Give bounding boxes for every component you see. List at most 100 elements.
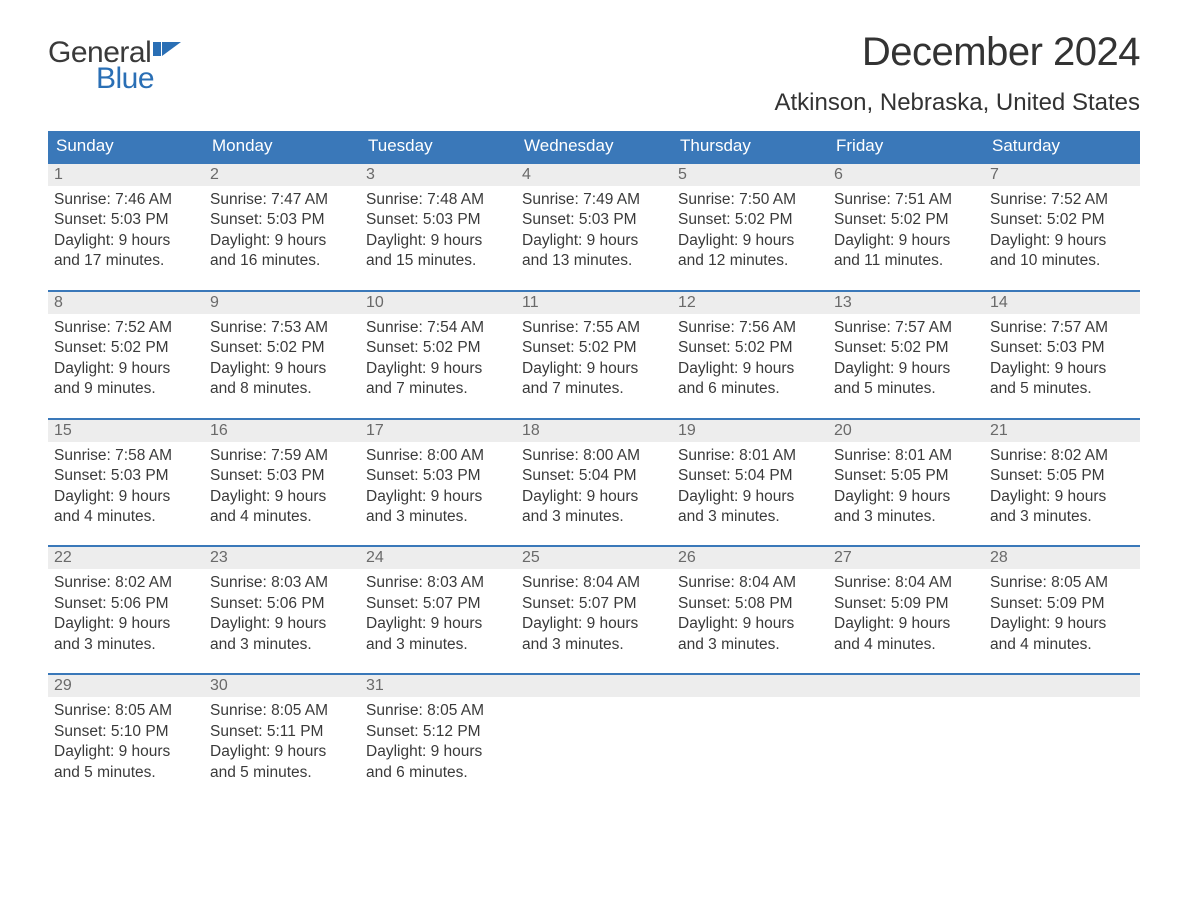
day-number: 14 [984, 292, 1140, 314]
sunrise-text: Sunrise: 8:03 AM [210, 573, 354, 593]
day-content: Sunrise: 8:05 AMSunset: 5:09 PMDaylight:… [984, 569, 1140, 659]
daylight-text-line2: and 3 minutes. [678, 635, 822, 655]
day-content [672, 697, 828, 757]
daylight-text-line1: Daylight: 9 hours [210, 614, 354, 634]
daylight-text-line2: and 3 minutes. [990, 507, 1134, 527]
calendar-day-cell: 25Sunrise: 8:04 AMSunset: 5:07 PMDayligh… [516, 547, 672, 659]
daylight-text-line1: Daylight: 9 hours [366, 614, 510, 634]
day-number: 20 [828, 420, 984, 442]
sunset-text: Sunset: 5:02 PM [834, 210, 978, 230]
calendar-day-cell: 6Sunrise: 7:51 AMSunset: 5:02 PMDaylight… [828, 164, 984, 276]
day-content: Sunrise: 7:56 AMSunset: 5:02 PMDaylight:… [672, 314, 828, 404]
month-title: December 2024 [774, 30, 1140, 75]
daylight-text-line1: Daylight: 9 hours [678, 359, 822, 379]
calendar-day-cell: 16Sunrise: 7:59 AMSunset: 5:03 PMDayligh… [204, 420, 360, 532]
calendar-day-cell: 21Sunrise: 8:02 AMSunset: 5:05 PMDayligh… [984, 420, 1140, 532]
day-content: Sunrise: 8:02 AMSunset: 5:05 PMDaylight:… [984, 442, 1140, 532]
day-content: Sunrise: 7:59 AMSunset: 5:03 PMDaylight:… [204, 442, 360, 532]
sunrise-text: Sunrise: 7:53 AM [210, 318, 354, 338]
sunrise-text: Sunrise: 7:51 AM [834, 190, 978, 210]
day-content: Sunrise: 8:01 AMSunset: 5:04 PMDaylight:… [672, 442, 828, 532]
day-number: 10 [360, 292, 516, 314]
day-content: Sunrise: 7:52 AMSunset: 5:02 PMDaylight:… [48, 314, 204, 404]
daylight-text-line1: Daylight: 9 hours [522, 614, 666, 634]
daylight-text-line2: and 10 minutes. [990, 251, 1134, 271]
day-content: Sunrise: 8:02 AMSunset: 5:06 PMDaylight:… [48, 569, 204, 659]
daylight-text-line1: Daylight: 9 hours [522, 359, 666, 379]
calendar-day-cell: 12Sunrise: 7:56 AMSunset: 5:02 PMDayligh… [672, 292, 828, 404]
daylight-text-line2: and 3 minutes. [678, 507, 822, 527]
day-number: 16 [204, 420, 360, 442]
daylight-text-line2: and 5 minutes. [990, 379, 1134, 399]
sunset-text: Sunset: 5:03 PM [366, 210, 510, 230]
sunset-text: Sunset: 5:03 PM [54, 466, 198, 486]
day-number: 21 [984, 420, 1140, 442]
calendar-day-cell: 23Sunrise: 8:03 AMSunset: 5:06 PMDayligh… [204, 547, 360, 659]
daylight-text-line2: and 4 minutes. [834, 635, 978, 655]
calendar-day-cell: 22Sunrise: 8:02 AMSunset: 5:06 PMDayligh… [48, 547, 204, 659]
day-content: Sunrise: 7:53 AMSunset: 5:02 PMDaylight:… [204, 314, 360, 404]
day-content: Sunrise: 7:55 AMSunset: 5:02 PMDaylight:… [516, 314, 672, 404]
daylight-text-line1: Daylight: 9 hours [678, 614, 822, 634]
daylight-text-line1: Daylight: 9 hours [678, 231, 822, 251]
calendar-day-cell: 31Sunrise: 8:05 AMSunset: 5:12 PMDayligh… [360, 675, 516, 787]
sunrise-text: Sunrise: 8:00 AM [522, 446, 666, 466]
day-number: 29 [48, 675, 204, 697]
day-number: 25 [516, 547, 672, 569]
daylight-text-line1: Daylight: 9 hours [990, 487, 1134, 507]
day-number: 3 [360, 164, 516, 186]
sunset-text: Sunset: 5:10 PM [54, 722, 198, 742]
day-number: 26 [672, 547, 828, 569]
calendar-day-cell: 18Sunrise: 8:00 AMSunset: 5:04 PMDayligh… [516, 420, 672, 532]
calendar-day-cell: 9Sunrise: 7:53 AMSunset: 5:02 PMDaylight… [204, 292, 360, 404]
sunrise-text: Sunrise: 8:04 AM [522, 573, 666, 593]
sunrise-text: Sunrise: 8:02 AM [990, 446, 1134, 466]
daylight-text-line1: Daylight: 9 hours [54, 487, 198, 507]
day-content: Sunrise: 8:04 AMSunset: 5:08 PMDaylight:… [672, 569, 828, 659]
daylight-text-line1: Daylight: 9 hours [54, 742, 198, 762]
day-number [516, 675, 672, 697]
sunset-text: Sunset: 5:06 PM [210, 594, 354, 614]
daylight-text-line2: and 5 minutes. [54, 763, 198, 783]
logo: General Blue [48, 30, 183, 96]
sunset-text: Sunset: 5:02 PM [678, 338, 822, 358]
day-content: Sunrise: 7:49 AMSunset: 5:03 PMDaylight:… [516, 186, 672, 276]
daylight-text-line1: Daylight: 9 hours [210, 359, 354, 379]
day-number: 19 [672, 420, 828, 442]
day-content: Sunrise: 8:00 AMSunset: 5:03 PMDaylight:… [360, 442, 516, 532]
sunrise-text: Sunrise: 7:54 AM [366, 318, 510, 338]
day-number: 8 [48, 292, 204, 314]
daylight-text-line2: and 4 minutes. [990, 635, 1134, 655]
sunset-text: Sunset: 5:03 PM [990, 338, 1134, 358]
daylight-text-line2: and 6 minutes. [366, 763, 510, 783]
sunrise-text: Sunrise: 7:55 AM [522, 318, 666, 338]
calendar-day-cell: 26Sunrise: 8:04 AMSunset: 5:08 PMDayligh… [672, 547, 828, 659]
day-header-friday: Friday [828, 131, 984, 162]
day-number: 28 [984, 547, 1140, 569]
calendar-day-cell: 17Sunrise: 8:00 AMSunset: 5:03 PMDayligh… [360, 420, 516, 532]
calendar-week: 15Sunrise: 7:58 AMSunset: 5:03 PMDayligh… [48, 418, 1140, 532]
day-content: Sunrise: 8:03 AMSunset: 5:07 PMDaylight:… [360, 569, 516, 659]
logo-text-blue: Blue [96, 62, 154, 96]
daylight-text-line1: Daylight: 9 hours [54, 359, 198, 379]
sunrise-text: Sunrise: 7:56 AM [678, 318, 822, 338]
sunset-text: Sunset: 5:02 PM [522, 338, 666, 358]
calendar-day-cell: 24Sunrise: 8:03 AMSunset: 5:07 PMDayligh… [360, 547, 516, 659]
daylight-text-line1: Daylight: 9 hours [990, 614, 1134, 634]
calendar-day-cell: 10Sunrise: 7:54 AMSunset: 5:02 PMDayligh… [360, 292, 516, 404]
daylight-text-line2: and 3 minutes. [210, 635, 354, 655]
sunset-text: Sunset: 5:02 PM [54, 338, 198, 358]
calendar-day-cell [828, 675, 984, 787]
calendar-day-cell: 1Sunrise: 7:46 AMSunset: 5:03 PMDaylight… [48, 164, 204, 276]
day-content: Sunrise: 7:58 AMSunset: 5:03 PMDaylight:… [48, 442, 204, 532]
calendar-day-cell: 2Sunrise: 7:47 AMSunset: 5:03 PMDaylight… [204, 164, 360, 276]
day-content: Sunrise: 7:46 AMSunset: 5:03 PMDaylight:… [48, 186, 204, 276]
sunrise-text: Sunrise: 7:52 AM [54, 318, 198, 338]
sunset-text: Sunset: 5:07 PM [366, 594, 510, 614]
day-content [516, 697, 672, 757]
day-header-thursday: Thursday [672, 131, 828, 162]
sunset-text: Sunset: 5:04 PM [522, 466, 666, 486]
day-number: 17 [360, 420, 516, 442]
daylight-text-line2: and 5 minutes. [210, 763, 354, 783]
title-block: December 2024 Atkinson, Nebraska, United… [774, 30, 1140, 117]
